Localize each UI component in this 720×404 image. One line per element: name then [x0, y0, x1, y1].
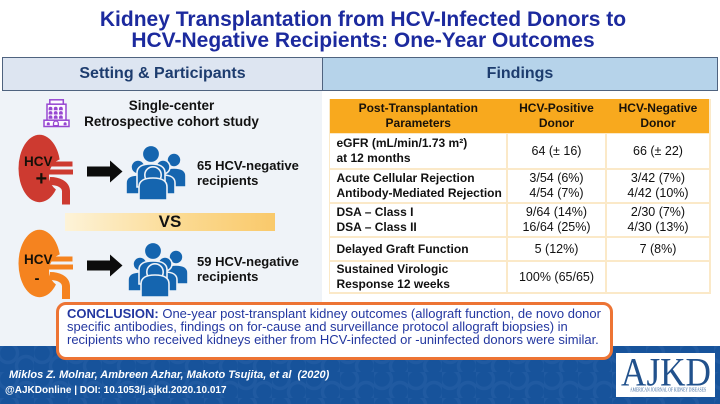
svg-text:AMERICAN JOURNAL OF KIDNEY DIS: AMERICAN JOURNAL OF KIDNEY DISEASES	[630, 387, 706, 394]
svg-text:AJKD: AJKD	[621, 353, 711, 395]
